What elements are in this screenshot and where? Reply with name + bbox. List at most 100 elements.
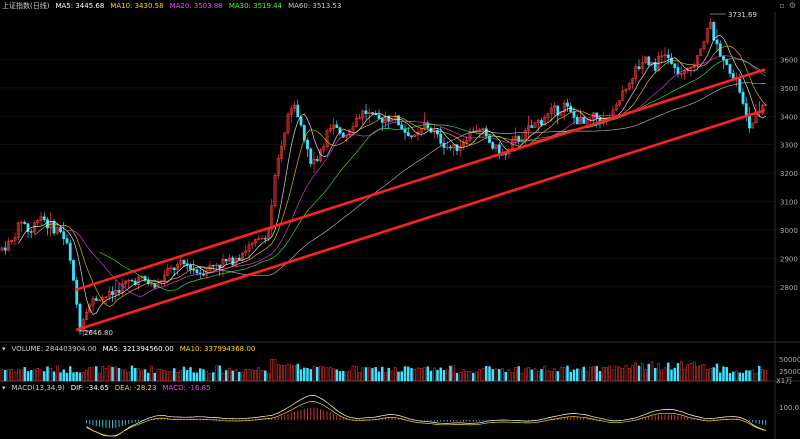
candle-body xyxy=(536,120,540,123)
volume-bar xyxy=(121,369,124,382)
volume-bar xyxy=(605,367,608,382)
candle-body xyxy=(46,219,49,229)
volume-bar xyxy=(530,369,533,382)
candle-body xyxy=(465,140,469,143)
volume-bar xyxy=(114,366,117,382)
grid-lines xyxy=(0,59,775,288)
candle-body xyxy=(426,122,430,129)
candle-body xyxy=(55,227,59,234)
volume-bar xyxy=(163,370,166,382)
volume-bar xyxy=(589,366,592,382)
volume-bar xyxy=(670,369,673,382)
volume-bar xyxy=(169,370,173,382)
volume-bar xyxy=(446,369,449,382)
candle-body xyxy=(377,114,381,119)
volume-panel-header: ▾ VOLUME: 284403904.00 MA5: 321394560.00… xyxy=(0,343,255,355)
candle-body xyxy=(647,56,651,65)
volume-bar xyxy=(241,372,244,382)
candle-body xyxy=(436,130,439,135)
macd-panel-header: ▾ MACD(13,34,9) DIF: -34.65 DEA: -28.23 … xyxy=(0,382,211,394)
candle-body xyxy=(380,118,384,123)
volume-bar xyxy=(602,367,605,382)
candle-body xyxy=(715,39,719,45)
volume-bar xyxy=(293,365,296,382)
candle-body xyxy=(361,110,365,119)
volume-bar xyxy=(78,372,82,382)
volume-bar xyxy=(537,371,540,382)
volume-bar xyxy=(628,368,631,382)
volume-bar xyxy=(706,369,709,382)
volume-bar xyxy=(160,369,163,382)
macd-tick-100: 100.0 xyxy=(779,404,799,412)
volume-bar xyxy=(699,365,702,382)
candle-body xyxy=(88,304,92,313)
candle-body xyxy=(618,100,621,106)
volume-bar xyxy=(751,369,754,382)
candle-body xyxy=(696,55,699,65)
volume-bar xyxy=(709,368,712,382)
moving-average-lines xyxy=(18,34,767,315)
volume-bar xyxy=(56,365,59,382)
candle-body xyxy=(328,128,332,132)
volume-bar xyxy=(46,366,49,382)
candle-body xyxy=(491,142,495,149)
volume-bar xyxy=(225,370,228,382)
volume-bar xyxy=(595,366,598,382)
volume-bar xyxy=(572,369,576,382)
candle-body xyxy=(247,244,251,252)
candle-body xyxy=(59,227,62,233)
volume-bar xyxy=(33,369,36,382)
volume-bar xyxy=(254,369,257,382)
volume-bar xyxy=(540,369,543,382)
candle-body xyxy=(354,117,358,127)
ma5-label: MA5: 3445.68 xyxy=(55,2,105,10)
candle-body xyxy=(562,102,566,113)
volume-bar xyxy=(371,368,374,382)
volume-bar xyxy=(153,372,156,382)
candle-body xyxy=(91,298,95,306)
dea-line xyxy=(86,401,766,437)
volume-bar xyxy=(7,369,10,382)
candle-body xyxy=(276,158,280,176)
volume-bar xyxy=(98,372,101,382)
collapse-icon[interactable]: ▫ xyxy=(779,1,785,10)
volume-bar xyxy=(491,369,494,382)
candle-body xyxy=(33,222,36,233)
volume-tick-50000: 50000 xyxy=(779,356,800,364)
volume-bar xyxy=(368,367,371,382)
volume-bar xyxy=(754,372,758,382)
candle-body xyxy=(78,303,82,332)
volume-bar xyxy=(712,367,715,382)
candle-body xyxy=(621,90,625,101)
candle-body xyxy=(679,73,683,75)
volume-bar xyxy=(546,370,550,382)
volume-bar xyxy=(559,367,563,382)
candle-body xyxy=(406,132,410,137)
candle-body xyxy=(683,70,686,74)
candle-body xyxy=(494,144,498,149)
candle-body xyxy=(289,108,293,115)
volume-bar xyxy=(641,363,644,382)
ma-line-20 xyxy=(66,55,767,297)
volume-bar xyxy=(764,370,767,382)
chevron-down-icon[interactable]: ▾ xyxy=(2,384,6,392)
candle-body xyxy=(764,104,768,106)
chevron-down-icon[interactable]: ▾ xyxy=(2,345,6,353)
candle-body xyxy=(546,113,550,118)
volume-bar xyxy=(0,369,4,382)
candle-body xyxy=(36,220,40,224)
settings-icon[interactable]: ⚙ xyxy=(788,1,796,10)
candle-body xyxy=(666,54,670,59)
volume-bar xyxy=(683,368,686,382)
volume-bar xyxy=(462,369,465,382)
candle-body xyxy=(413,134,417,137)
volume-bar xyxy=(156,368,160,382)
volume-bar xyxy=(663,367,667,382)
candle-body xyxy=(452,144,456,149)
candle-body xyxy=(523,130,527,141)
price-tick-label: 3000 xyxy=(780,227,798,235)
volume-bar xyxy=(59,372,62,382)
volume-bar xyxy=(621,368,624,382)
volume-bar xyxy=(598,371,602,382)
